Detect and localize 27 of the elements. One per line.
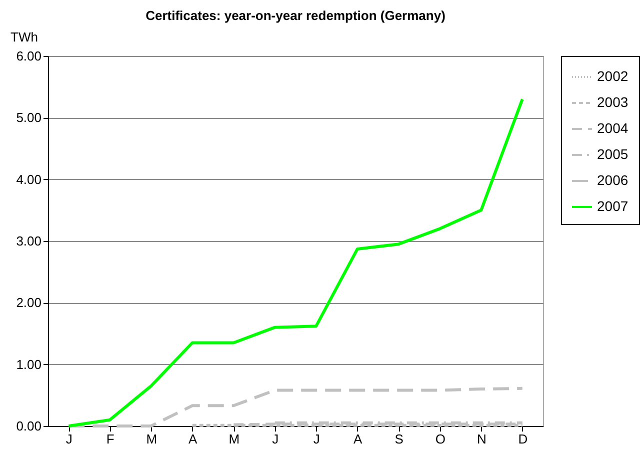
legend-label: 2004 — [597, 120, 628, 136]
y-tick-label: 6.00 — [16, 48, 42, 64]
legend-label: 2005 — [597, 146, 628, 162]
y-axis-title: TWh — [10, 30, 38, 44]
legend-label: 2007 — [597, 198, 628, 214]
x-tick-label: M — [228, 432, 240, 446]
x-tick-label: M — [146, 432, 158, 446]
chart-title: Certificates: year-on-year redemption (Germany) — [146, 8, 446, 23]
legend-label: 2002 — [597, 68, 628, 84]
y-tick-label: 1.00 — [16, 356, 42, 372]
x-tick-label: J — [66, 432, 72, 446]
legend-label: 2006 — [597, 172, 628, 188]
y-tick-label: 5.00 — [16, 110, 42, 126]
x-tick-label: A — [188, 432, 198, 446]
legend-label: 2003 — [597, 94, 628, 110]
x-tick-label: J — [272, 432, 279, 446]
x-tick-label: F — [106, 432, 114, 446]
x-tick-label: A — [354, 432, 363, 446]
x-tick-label: N — [476, 432, 486, 446]
x-tick-label: D — [518, 432, 528, 446]
y-tick-label: 4.00 — [16, 172, 42, 187]
y-tick-label: 0.00 — [16, 418, 42, 434]
x-tick-label: S — [394, 432, 404, 446]
y-tick-label: 3.00 — [16, 234, 42, 248]
y-tick-label: 2.00 — [16, 295, 42, 310]
x-tick-label: J — [313, 432, 320, 446]
x-tick-label: O — [435, 432, 446, 446]
